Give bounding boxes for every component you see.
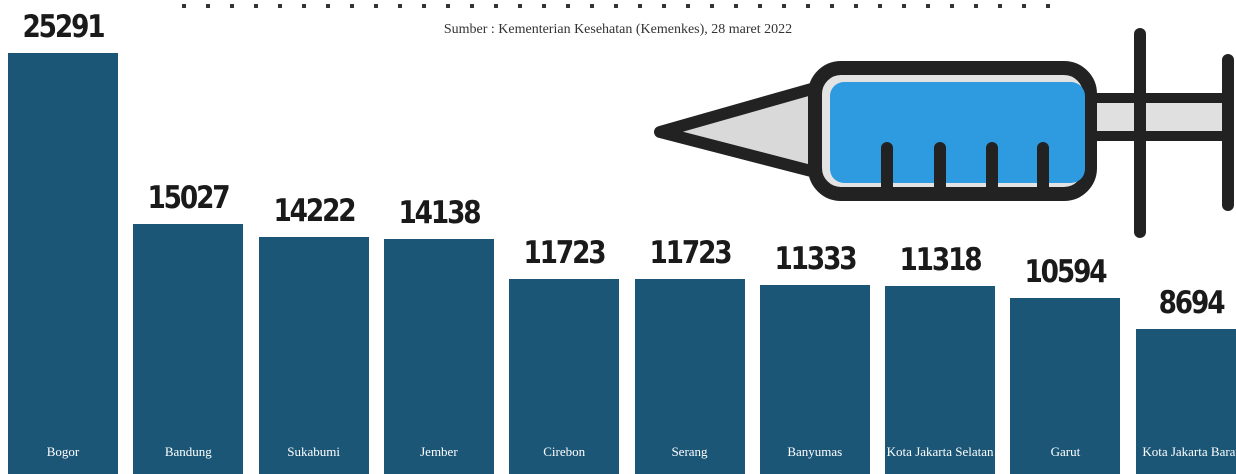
category-label: Serang: [635, 444, 745, 460]
bar: Bandung: [133, 224, 243, 474]
value-label: 11318: [881, 242, 1000, 278]
value-label: 11723: [505, 235, 624, 271]
page: Sumber : Kementerian Kesehatan (Kemenkes…: [0, 0, 1236, 474]
value-label: 15027: [129, 180, 248, 216]
category-label: Banyumas: [760, 444, 870, 460]
value-label: 25291: [4, 9, 123, 45]
value-label: 8694: [1131, 285, 1236, 321]
category-label: Bandung: [133, 444, 243, 460]
value-label: 11333: [755, 241, 874, 277]
bar: Serang: [635, 279, 745, 474]
value-label: 11723: [630, 235, 749, 271]
bar: Banyumas: [760, 285, 870, 474]
category-label: Bogor: [8, 444, 118, 460]
value-label: 14222: [254, 193, 373, 229]
bar: Bogor: [8, 53, 118, 474]
bar: Cirebon: [509, 279, 619, 474]
category-label: Kota Jakarta Barat: [1136, 444, 1236, 460]
category-label: Jember: [384, 444, 494, 460]
category-label: Kota Jakarta Selatan: [885, 444, 995, 460]
category-label: Sukabumi: [259, 444, 369, 460]
chart: Bogor 25291 Bandung 15027 Sukabumi 14222 Jembe…: [0, 0, 1236, 474]
bar: Sukabumi: [259, 237, 369, 474]
category-label: Cirebon: [509, 444, 619, 460]
value-label: 14138: [379, 195, 498, 231]
bar: Jember: [384, 239, 494, 474]
bar: Garut: [1010, 298, 1120, 474]
value-label: 10594: [1006, 254, 1125, 290]
bar: Kota Jakarta Barat: [1136, 329, 1236, 474]
category-label: Garut: [1010, 444, 1120, 460]
bar: Kota Jakarta Selatan: [885, 286, 995, 474]
